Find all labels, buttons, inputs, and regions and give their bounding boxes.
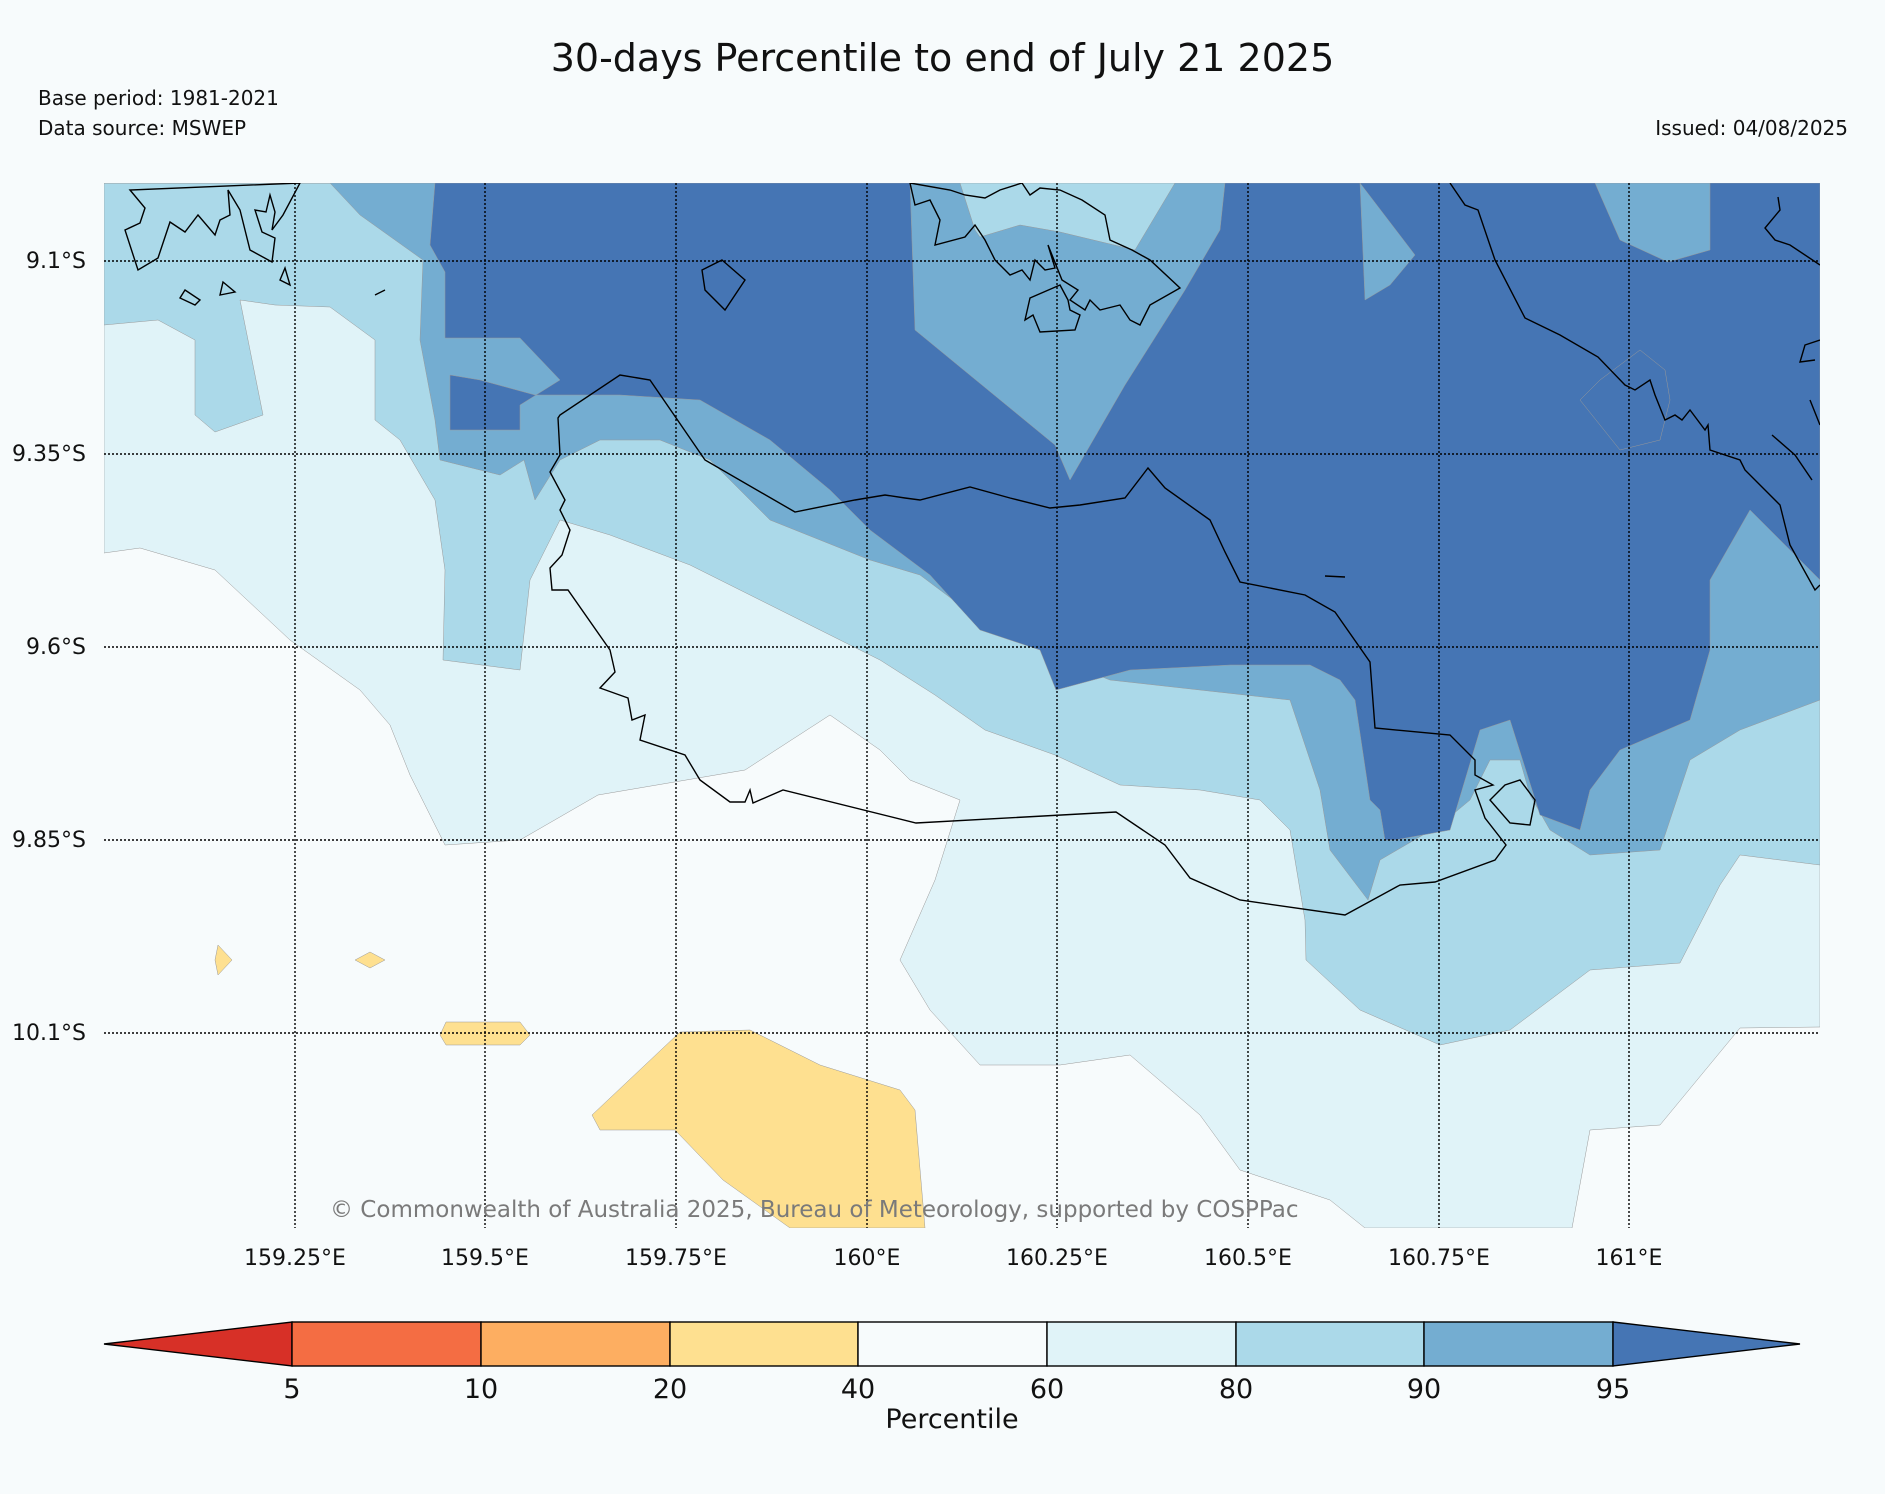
colorbar-tick: 60 xyxy=(1030,1374,1064,1405)
colorbar-segment-20-40 xyxy=(669,1321,859,1367)
lon-labels: 159.25°E 159.5°E 159.75°E 160°E 160.25°E… xyxy=(244,1246,1662,1271)
map-title: 30-days Percentile to end of July 21 202… xyxy=(550,36,1335,80)
colorbar-tick: 40 xyxy=(841,1374,875,1405)
colorbar-tick: 10 xyxy=(464,1374,498,1405)
issued-date-text: Issued: 04/08/2025 xyxy=(1655,116,1848,140)
copyright-text: © Commonwealth of Australia 2025, Bureau… xyxy=(330,1197,1299,1223)
lat-labels: 9.1°S 9.35°S 9.6°S 9.85°S 10.1°S xyxy=(12,249,86,1046)
lat-label: 9.1°S xyxy=(26,249,86,274)
colorbar-segment-40-60 xyxy=(857,1321,1048,1367)
lon-label: 160.25°E xyxy=(1006,1246,1108,1271)
coastline-east-island xyxy=(1449,183,1820,592)
colorbar-segment-90-95 xyxy=(1423,1321,1614,1367)
colorbar-segment-above-95 xyxy=(1612,1321,1801,1367)
coastline-east-tip xyxy=(1764,196,1820,481)
coastline-guadalcanal xyxy=(549,374,1507,916)
coastlines xyxy=(124,183,1820,916)
colorbar-label: Percentile xyxy=(885,1404,1018,1435)
contour-20-40-large xyxy=(591,1029,926,1228)
lon-label: 160.5°E xyxy=(1204,1246,1292,1271)
contour-95-plus xyxy=(429,183,1820,841)
lon-label: 159.5°E xyxy=(441,1246,529,1271)
lat-label: 9.85°S xyxy=(12,828,86,853)
colorbar-segment-60-80 xyxy=(1046,1321,1237,1367)
lon-label: 159.75°E xyxy=(625,1246,727,1271)
contour-20-40-islet-a xyxy=(214,944,233,976)
colorbar-tick: 95 xyxy=(1596,1374,1630,1405)
coastline-savo-island xyxy=(701,259,746,312)
lat-label: 9.6°S xyxy=(26,635,86,660)
data-source-text: Data source: MSWEP xyxy=(38,116,247,140)
base-period-text: Base period: 1981-2021 xyxy=(38,86,279,110)
lat-label: 9.35°S xyxy=(12,442,86,467)
lat-label: 10.1°S xyxy=(12,1021,86,1046)
coastline-southeast-islet xyxy=(1489,779,1536,826)
lon-label: 160°E xyxy=(834,1246,901,1271)
lon-label: 159.25°E xyxy=(244,1246,346,1271)
colorbar-segment-5-10 xyxy=(291,1321,482,1367)
lon-label: 161°E xyxy=(1596,1246,1663,1271)
colorbar-segment-10-20 xyxy=(480,1321,671,1367)
graticule xyxy=(104,183,1820,1228)
contour-80-90-patch xyxy=(959,183,1176,251)
map-panel xyxy=(104,183,1820,1228)
coastline-russell-islands xyxy=(124,183,386,306)
lon-label: 160.75°E xyxy=(1388,1246,1490,1271)
colorbar-tick: 20 xyxy=(653,1374,687,1405)
contour-20-40-islet-b xyxy=(354,951,386,969)
colorbar xyxy=(103,1321,1801,1367)
coastline-islet-dash xyxy=(1324,575,1346,578)
colorbar-tick: 5 xyxy=(283,1374,300,1405)
colorbar-tick: 80 xyxy=(1219,1374,1253,1405)
colorbar-tick: 90 xyxy=(1407,1374,1441,1405)
colorbar-segment-below-5 xyxy=(103,1321,293,1367)
colorbar-ticks: 5 10 20 40 60 80 90 95 xyxy=(283,1374,1630,1405)
colorbar-segment-80-90 xyxy=(1235,1321,1425,1367)
